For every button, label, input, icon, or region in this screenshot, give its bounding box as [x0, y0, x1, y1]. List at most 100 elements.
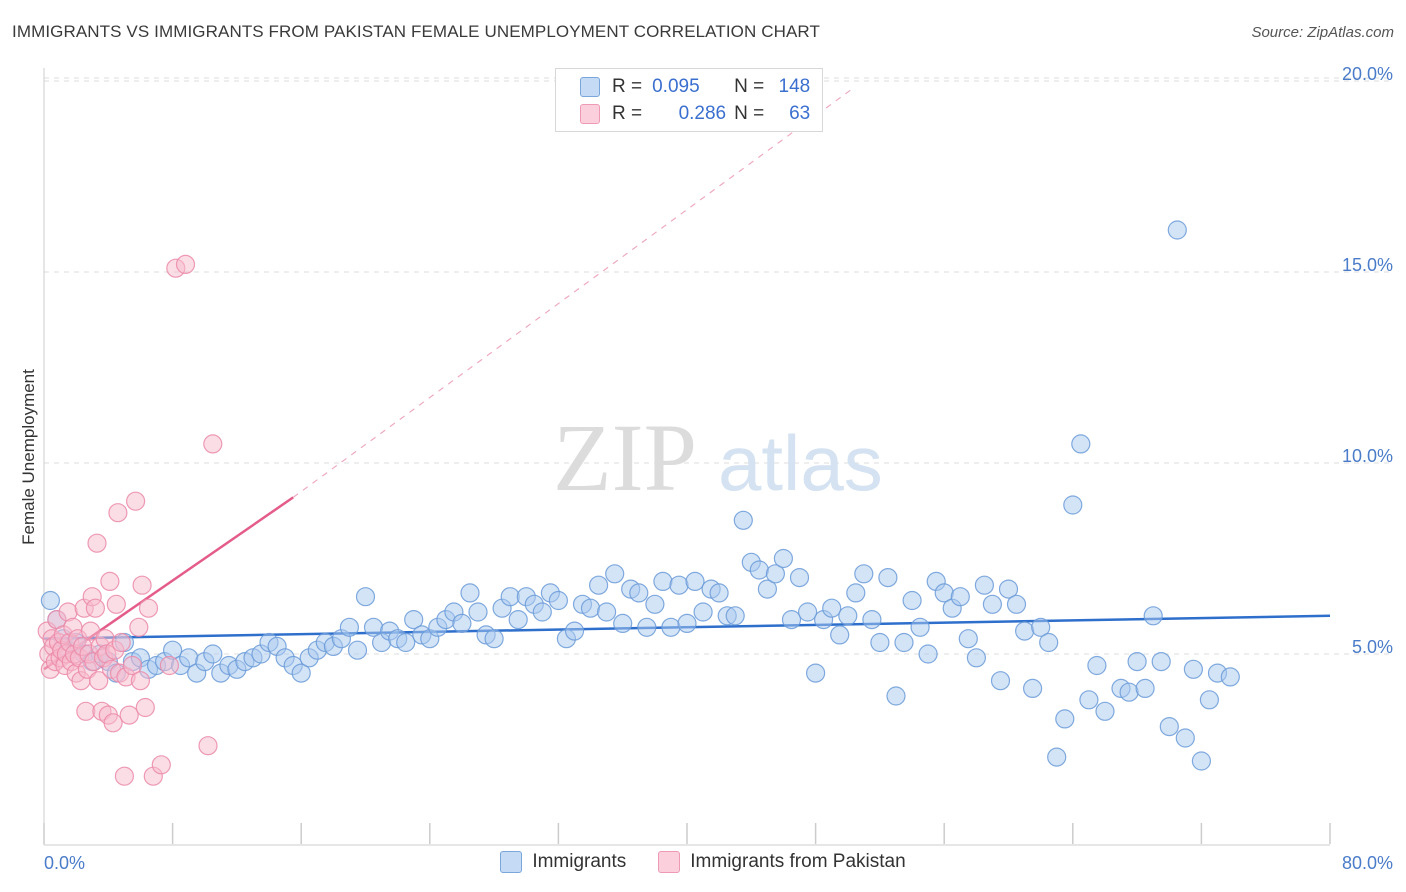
immigrants-point — [990, 671, 1011, 691]
immigrants-point — [902, 590, 922, 611]
pakistan-point — [89, 671, 109, 691]
immigrants-point — [1167, 220, 1187, 240]
immigrants-point — [661, 617, 681, 637]
immigrants-point — [203, 644, 223, 664]
immigrants-point — [588, 575, 609, 595]
immigrants-point — [580, 598, 601, 618]
immigrants-point — [677, 613, 697, 634]
y-tick-label: 20.0% — [1342, 64, 1393, 84]
pakistan-point — [130, 671, 150, 691]
immigrants-point — [404, 609, 424, 630]
immigrants-point — [1220, 667, 1240, 687]
immigrants-point — [693, 602, 713, 622]
immigrants-point — [1022, 678, 1043, 699]
immigrants-point — [1071, 434, 1091, 454]
immigrants-point — [452, 613, 472, 634]
immigrants-point — [838, 606, 858, 626]
immigrants-point — [854, 564, 874, 584]
immigrants-point — [1063, 495, 1083, 515]
pakistan-point — [76, 701, 96, 721]
series-swatch-immigrants — [500, 851, 523, 873]
immigrants-point — [1055, 709, 1075, 729]
immigrants-point — [1175, 728, 1195, 748]
immigrants-point — [460, 583, 480, 603]
immigrants-point — [950, 587, 970, 607]
immigrants-point — [1135, 678, 1155, 699]
chart-title: IMMIGRANTS VS IMMIGRANTS FROM PAKISTAN F… — [12, 22, 820, 41]
immigrants-point — [396, 632, 416, 653]
label-layer: Female Unemployment 0.0% 80.0% 5.0% 10.0%… — [19, 64, 1393, 873]
axis-layer — [43, 68, 1331, 846]
pakistan-point — [135, 697, 155, 718]
series-legend-pakistan[interactable]: Immigrants from Pakistan — [658, 851, 906, 873]
pakistan-point — [129, 617, 149, 637]
immigrants-point — [1119, 682, 1139, 702]
immigrants-point — [1151, 651, 1171, 672]
chart-source: Source: ZipAtlas.com — [1251, 24, 1394, 41]
legend-n-value: 63 — [789, 103, 811, 124]
immigrants-point — [822, 598, 842, 618]
legend-n-label: N = — [734, 103, 765, 124]
immigrants-point — [773, 548, 794, 569]
immigrants-point — [1087, 655, 1107, 676]
pakistan-point — [108, 503, 128, 523]
immigrants-point — [765, 564, 786, 584]
watermark: ZIP atlas — [553, 404, 883, 511]
immigrants-point — [1047, 747, 1067, 767]
immigrants-point — [886, 686, 906, 706]
legend-r-label: R = — [612, 76, 643, 97]
immigrants-point — [998, 579, 1019, 599]
immigrants-point — [958, 629, 978, 649]
immigrants-point — [468, 602, 488, 622]
immigrants-point — [1014, 621, 1035, 641]
legend-swatch-immigrants — [580, 77, 600, 97]
immigrants-point — [339, 617, 359, 637]
immigrants-point — [685, 571, 705, 592]
immigrants-point — [484, 629, 504, 649]
pakistan-point — [151, 755, 171, 775]
legend-row-pakistan: R = 0.286 N = 63 — [580, 103, 810, 125]
immigrants-point — [669, 575, 689, 595]
grid-layer — [44, 77, 1393, 655]
series-swatch-pakistan — [658, 851, 681, 873]
series-legend: Immigrants Immigrants from Pakistan — [0, 851, 1406, 873]
series-legend-immigrants[interactable]: Immigrants — [500, 851, 626, 873]
immigrants-point — [532, 602, 552, 622]
series-legend-label: Immigrants — [532, 851, 627, 872]
y-tick-label: 10.0% — [1342, 446, 1393, 466]
legend-n-value: 148 — [778, 76, 811, 97]
pakistan-point — [126, 491, 146, 511]
immigrants-point — [846, 583, 866, 603]
pakistan-point — [138, 598, 159, 618]
pakistan-point — [85, 598, 106, 618]
immigrants-point — [1039, 632, 1059, 653]
immigrants-point — [40, 590, 61, 611]
immigrants-point — [508, 609, 528, 630]
pakistan-point — [119, 705, 139, 725]
immigrants-point — [1183, 659, 1204, 679]
immigrants-point — [797, 602, 818, 622]
immigrants-point — [870, 632, 890, 653]
immigrants-point — [629, 583, 649, 603]
immigrants-point — [1095, 701, 1115, 721]
immigrants-point — [830, 625, 850, 645]
immigrants-point — [596, 602, 617, 622]
immigrants-point — [789, 567, 810, 588]
immigrants-point — [878, 567, 898, 588]
x-tick-label-min: 0.0% — [44, 853, 85, 873]
immigrants-point — [291, 663, 311, 683]
immigrants-point — [781, 609, 802, 630]
immigrants-point — [725, 606, 745, 626]
immigrants-point — [862, 609, 882, 630]
watermark-atlas: atlas — [718, 419, 883, 507]
immigrants-point — [637, 617, 657, 637]
immigrants-point — [548, 590, 569, 611]
immigrants-point — [605, 564, 625, 584]
legend-swatch-pakistan — [580, 104, 600, 124]
legend-row-immigrants: R = 0.095 N = 148 — [580, 76, 810, 98]
correlation-legend: R = 0.095 N = 148 R = 0.286 N = 63 — [555, 68, 823, 132]
immigrants-point — [1006, 594, 1027, 614]
immigrants-point — [894, 632, 914, 653]
immigrants-point — [1031, 617, 1051, 637]
